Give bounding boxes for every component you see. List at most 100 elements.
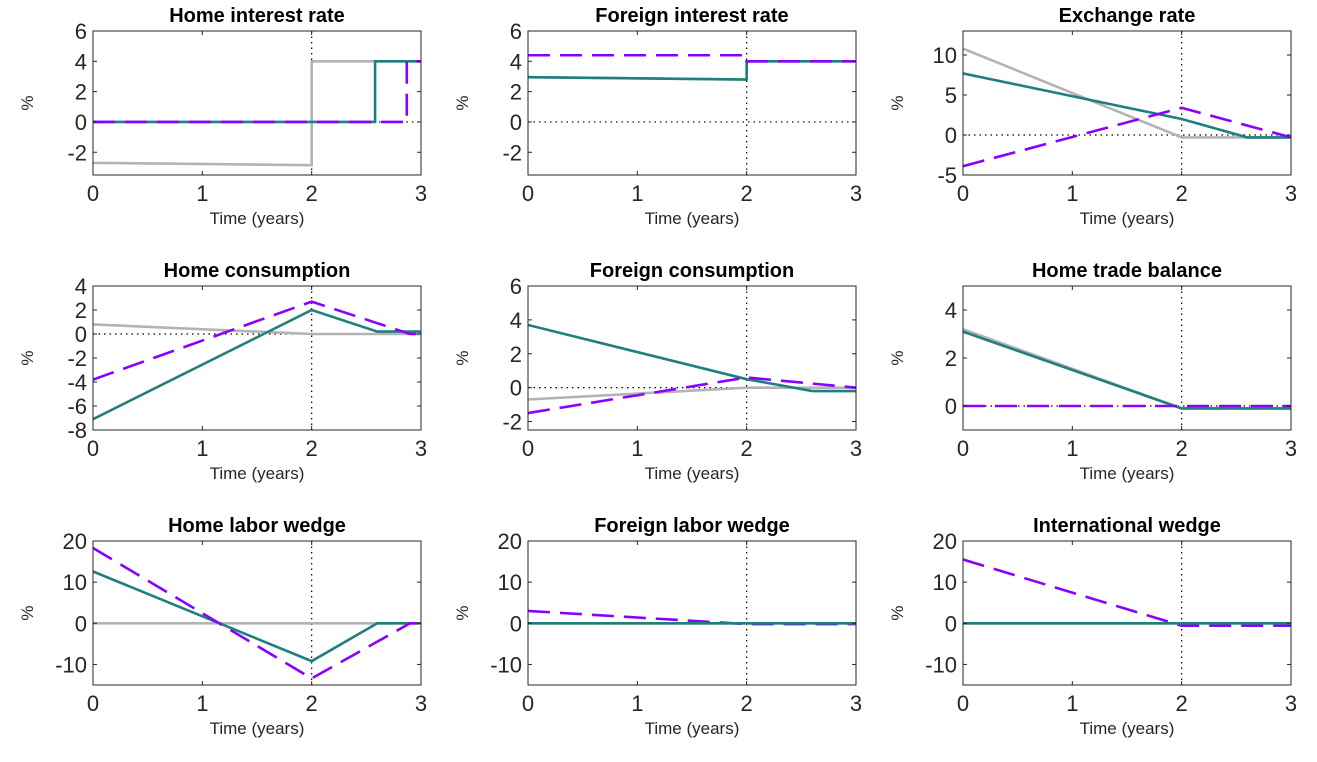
x-tick-label: 2 [741, 691, 753, 716]
x-axis-label: Time (years) [210, 464, 305, 483]
y-tick-label: 2 [75, 298, 87, 323]
y-axis-label: % [18, 95, 37, 110]
y-tick-label: -10 [55, 652, 87, 677]
y-tick-label: 0 [510, 611, 522, 636]
y-tick-label: -2 [502, 140, 522, 165]
axes-box [527, 285, 857, 431]
y-tick-label: 10 [63, 570, 87, 595]
axes-box [527, 540, 857, 686]
y-axis-label: % [888, 605, 907, 620]
panel-title: Home trade balance [1032, 260, 1222, 282]
panel-title: International wedge [1033, 515, 1221, 537]
axes-box [962, 540, 1292, 686]
y-tick-label: 10 [498, 570, 522, 595]
y-axis-label: % [453, 605, 472, 620]
x-tick-label: 1 [196, 436, 208, 461]
y-tick-label: 0 [75, 611, 87, 636]
x-tick-label: 2 [306, 436, 318, 461]
y-tick-label: -4 [67, 370, 87, 395]
panel-title: Foreign consumption [590, 260, 794, 282]
y-tick-label: 0 [945, 123, 957, 148]
x-tick-label: 3 [1285, 691, 1297, 716]
y-tick-label: 4 [510, 308, 522, 333]
y-tick-label: 20 [498, 529, 522, 554]
series-line-purple [528, 376, 856, 415]
x-axis-label: Time (years) [645, 719, 740, 738]
x-tick-label: 1 [196, 691, 208, 716]
y-axis-label: % [18, 350, 37, 365]
y-tick-label: -6 [67, 394, 87, 419]
y-tick-label: 0 [75, 322, 87, 347]
x-tick-label: 2 [741, 436, 753, 461]
x-tick-label: 0 [957, 436, 969, 461]
series-line-purple [963, 558, 1291, 628]
series-line-teal [963, 330, 1291, 410]
y-tick-label: 6 [510, 274, 522, 299]
series-line-purple [528, 53, 856, 63]
panel-title: Home labor wedge [168, 515, 346, 537]
series-line-teal [93, 60, 421, 124]
y-tick-label: 5 [945, 83, 957, 108]
y-tick-label: 0 [510, 376, 522, 401]
series-line-purple [93, 300, 421, 381]
y-tick-label: 6 [510, 19, 522, 44]
y-tick-label: 2 [510, 342, 522, 367]
y-tick-label: 0 [945, 394, 957, 419]
series-line-teal [93, 570, 421, 663]
x-tick-label: 2 [306, 691, 318, 716]
y-axis-label: % [888, 350, 907, 365]
y-tick-label: 2 [75, 80, 87, 105]
x-axis-label: Time (years) [1080, 719, 1175, 738]
series-line-gray [93, 60, 421, 167]
y-tick-label: 20 [63, 529, 87, 554]
x-tick-label: 1 [1066, 436, 1078, 461]
x-tick-label: 1 [1066, 181, 1078, 206]
y-axis-label: % [18, 605, 37, 620]
x-tick-label: 1 [196, 181, 208, 206]
x-tick-label: 3 [1285, 436, 1297, 461]
axes-box [527, 30, 857, 176]
y-tick-label: -8 [67, 418, 87, 443]
axes-box [92, 285, 422, 431]
y-axis-label: % [888, 95, 907, 110]
x-axis-label: Time (years) [210, 719, 305, 738]
y-tick-label: -5 [937, 163, 957, 188]
panel-title: Foreign interest rate [595, 5, 788, 27]
y-tick-label: 4 [75, 49, 87, 74]
y-tick-label: 4 [510, 49, 522, 74]
y-tick-label: 2 [945, 346, 957, 371]
x-tick-label: 3 [1285, 181, 1297, 206]
x-tick-label: 3 [850, 181, 862, 206]
y-axis-label: % [453, 350, 472, 365]
x-tick-label: 3 [415, 436, 427, 461]
y-tick-label: 10 [933, 43, 957, 68]
x-axis-label: Time (years) [1080, 464, 1175, 483]
x-axis-label: Time (years) [645, 464, 740, 483]
y-tick-label: -2 [67, 346, 87, 371]
series-line-gray [963, 327, 1291, 410]
axes-box [962, 30, 1292, 176]
x-tick-label: 3 [850, 436, 862, 461]
y-tick-label: 0 [945, 611, 957, 636]
panel-title: Home interest rate [169, 5, 345, 27]
panel-title: Home consumption [164, 260, 351, 282]
x-tick-label: 0 [522, 691, 534, 716]
x-tick-label: 2 [741, 181, 753, 206]
x-tick-label: 0 [87, 436, 99, 461]
x-tick-label: 0 [522, 181, 534, 206]
y-tick-label: 2 [510, 80, 522, 105]
x-tick-label: 0 [957, 691, 969, 716]
x-tick-label: 2 [1176, 436, 1188, 461]
x-tick-label: 0 [87, 181, 99, 206]
series-line-purple [93, 60, 421, 124]
y-tick-label: 4 [945, 298, 957, 323]
y-tick-label: -10 [925, 652, 957, 677]
